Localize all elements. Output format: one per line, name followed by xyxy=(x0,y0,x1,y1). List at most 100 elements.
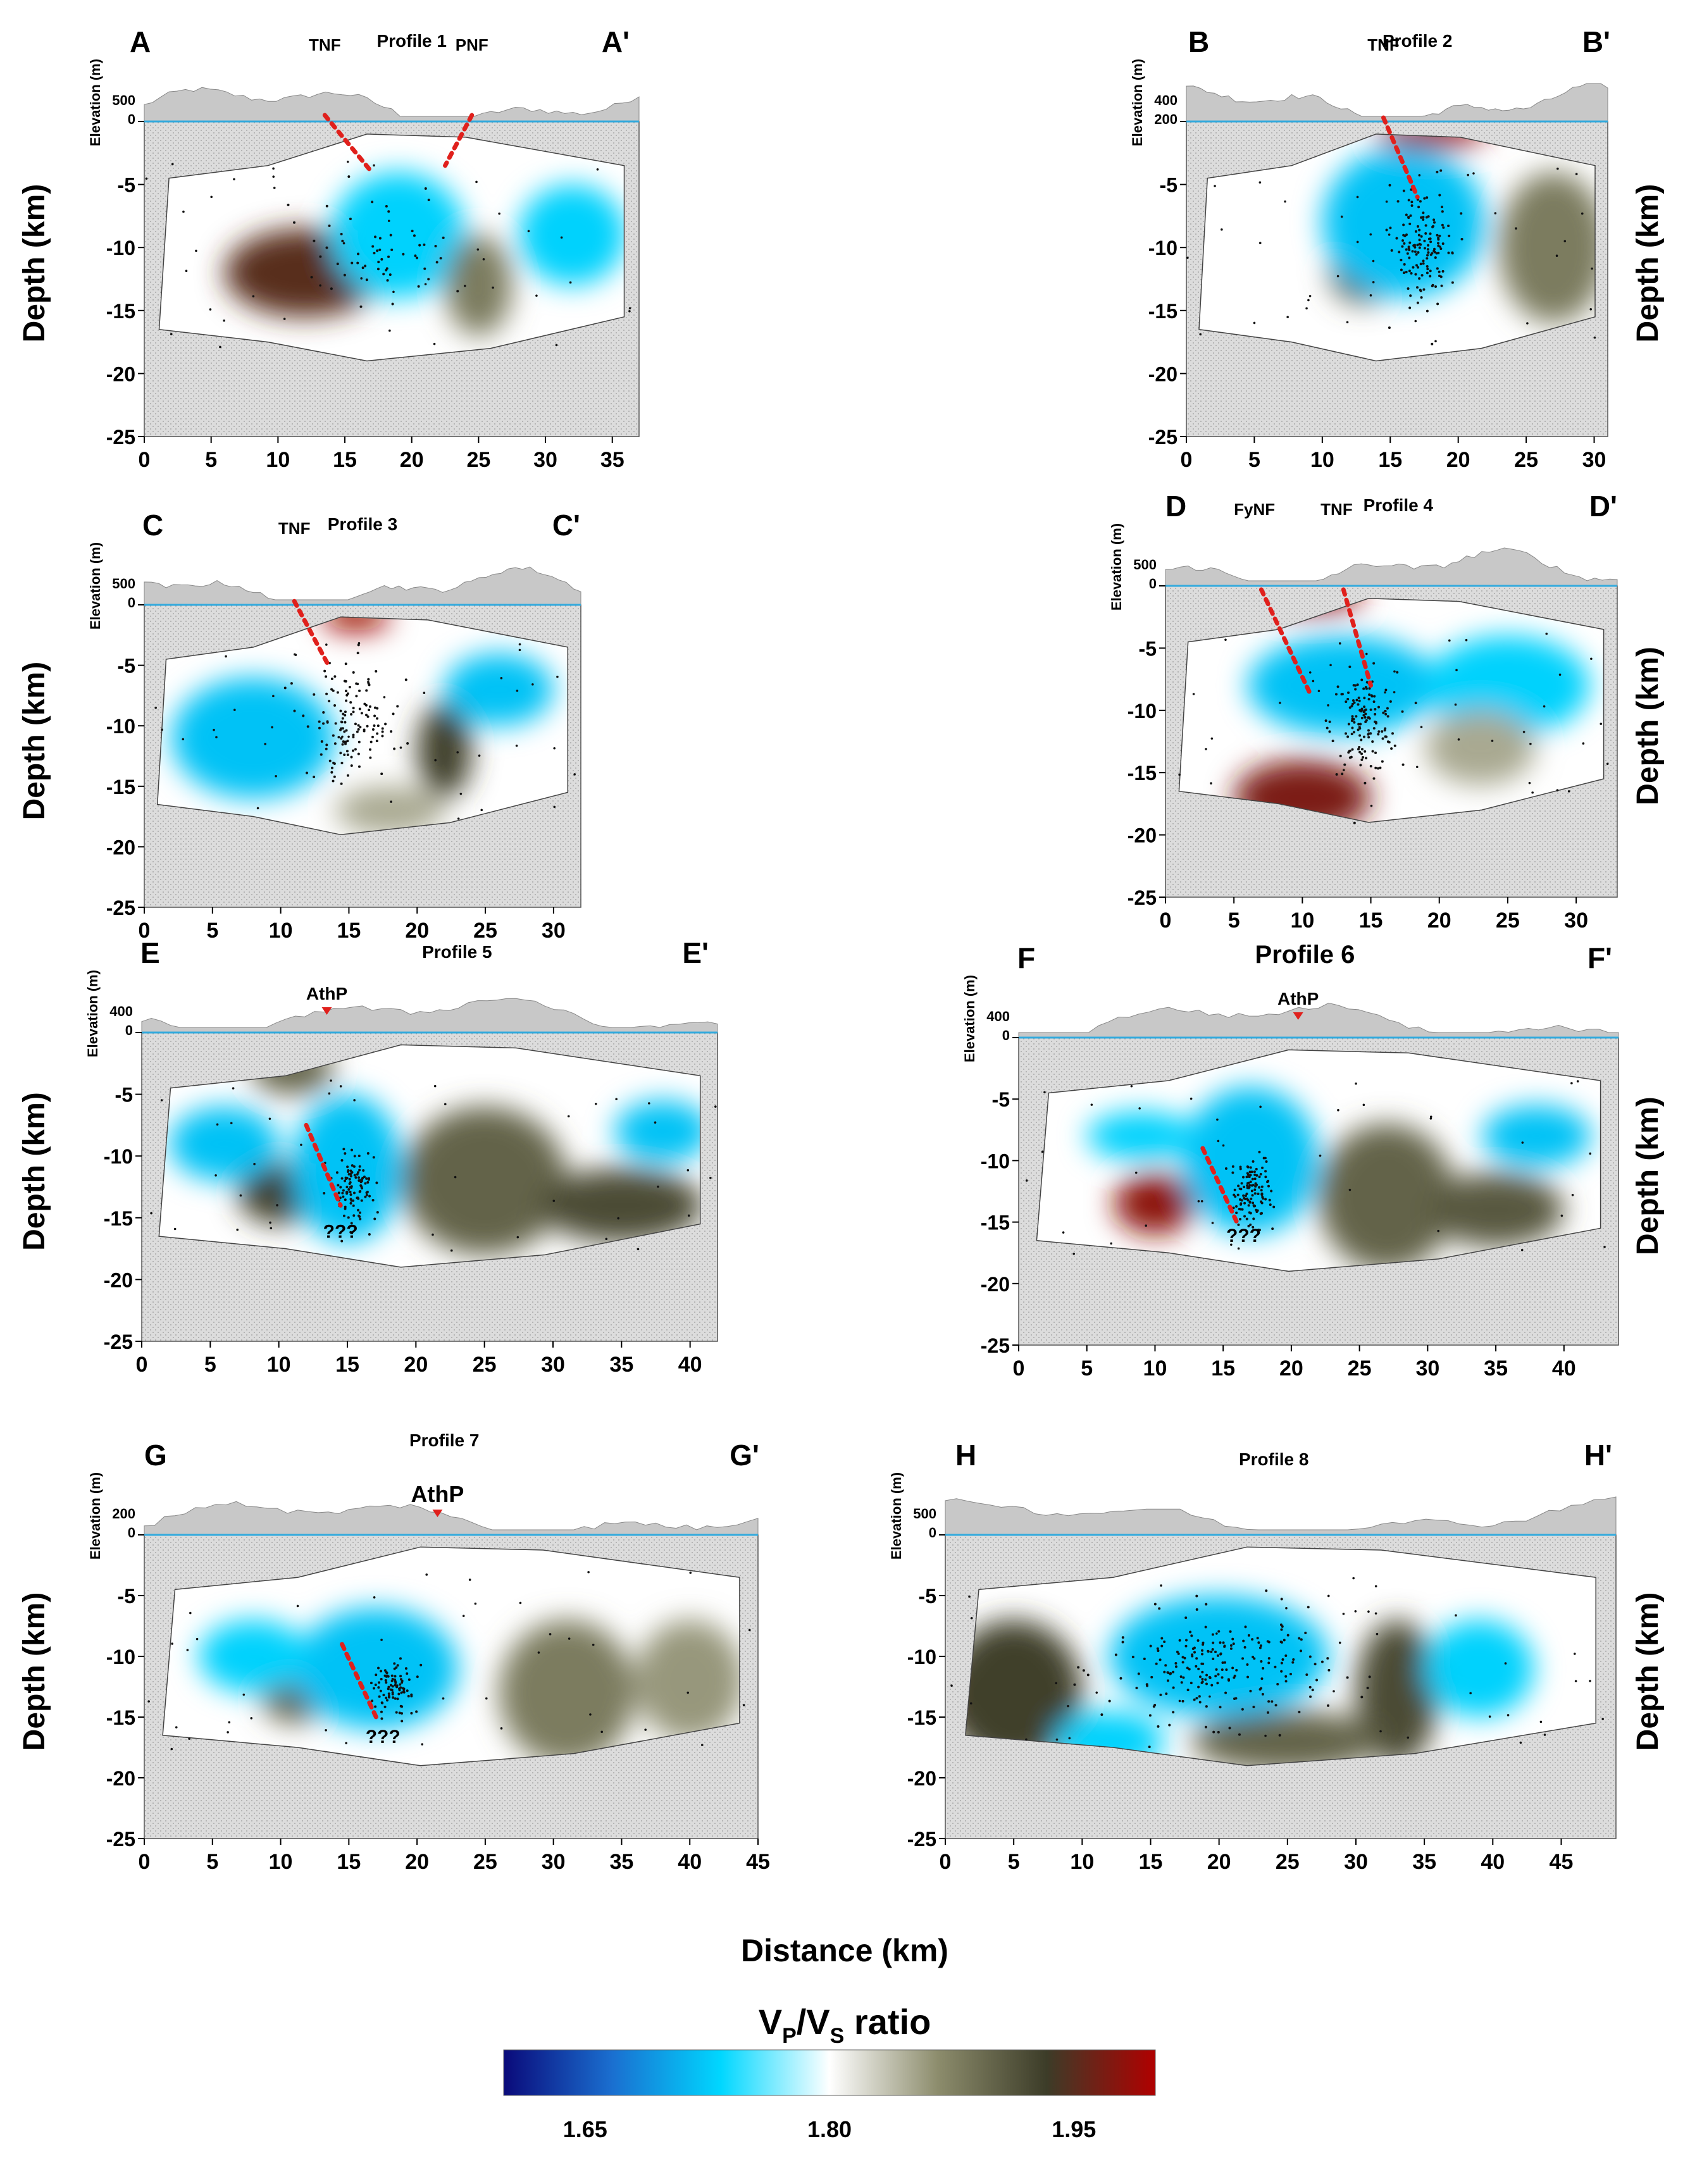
y-tick-label: -10 xyxy=(981,1150,1010,1172)
earthquake-dot xyxy=(1429,270,1432,273)
earthquake-dot xyxy=(1388,326,1391,330)
earthquake-dot xyxy=(1204,1625,1207,1629)
earthquake-dot xyxy=(363,1176,366,1179)
x-tick-label: 20 xyxy=(405,1850,429,1874)
earthquake-dot xyxy=(1271,1700,1274,1703)
x-tick-label: 10 xyxy=(1143,1356,1167,1381)
earthquake-dot xyxy=(294,654,297,656)
earthquake-dot xyxy=(350,764,353,767)
earthquake-dot xyxy=(1234,1697,1238,1700)
earthquake-dot xyxy=(348,1182,351,1185)
earthquake-dot xyxy=(1367,729,1370,732)
earthquake-dot xyxy=(468,1579,471,1581)
x-tick-label: 30 xyxy=(542,919,566,943)
earthquake-dot xyxy=(968,1595,971,1598)
earthquake-dot xyxy=(325,743,328,747)
y-tick-label: -5 xyxy=(118,655,135,678)
earthquake-dot xyxy=(352,1204,355,1207)
earthquake-dot xyxy=(1224,1691,1227,1694)
earthquake-dot xyxy=(1356,195,1359,199)
earthquake-dot xyxy=(360,1179,363,1182)
vpvs-field xyxy=(159,1045,700,1267)
earthquake-dot xyxy=(1260,1189,1263,1192)
earthquake-dot xyxy=(1238,1188,1241,1190)
earthquake-dot xyxy=(1441,206,1444,209)
earthquake-dot xyxy=(1247,1224,1250,1227)
topography xyxy=(945,1496,1617,1536)
earthquake-dot xyxy=(425,1573,428,1576)
earthquake-dot xyxy=(410,1693,413,1696)
earthquake-dot xyxy=(1233,1674,1236,1677)
earthquake-dot xyxy=(516,1236,519,1239)
earthquake-dot xyxy=(1259,1105,1262,1108)
earthquake-dot xyxy=(1374,1612,1377,1615)
earthquake-dot xyxy=(1246,1184,1249,1188)
earthquake-dot xyxy=(1255,1174,1258,1177)
earthquake-dot xyxy=(313,239,316,242)
earthquake-dot xyxy=(370,740,373,743)
earthquake-dot xyxy=(1368,1675,1371,1678)
earthquake-dot xyxy=(1418,242,1421,245)
earthquake-dot xyxy=(371,1199,375,1202)
elevation-axis-title: Elevation (m) xyxy=(888,1472,904,1560)
earthquake-dot xyxy=(359,1190,362,1193)
fault-name-label: TNF xyxy=(1367,35,1400,54)
earthquake-dot xyxy=(332,761,335,764)
earthquake-dot xyxy=(1286,1634,1289,1637)
earthquake-dot xyxy=(342,1214,345,1217)
earthquake-dot xyxy=(1267,1661,1271,1665)
depth-axis-title: Depth (km) xyxy=(1631,1096,1665,1255)
earthquake-dot xyxy=(1236,1193,1240,1196)
earthquake-dot xyxy=(345,1186,349,1189)
elev-tick-label: 400 xyxy=(986,1008,1010,1024)
earthquake-dot xyxy=(348,1177,351,1181)
earthquake-dot xyxy=(1460,212,1463,215)
earthquake-dot xyxy=(553,747,556,750)
earthquake-dot xyxy=(628,310,631,313)
earthquake-dot xyxy=(377,1686,380,1689)
earthquake-dot xyxy=(1343,769,1345,771)
earthquake-dot xyxy=(1268,1198,1271,1201)
earthquake-dot xyxy=(1416,301,1419,304)
y-tick-label: -10 xyxy=(1148,237,1177,259)
earthquake-dot xyxy=(1390,249,1393,252)
earthquake-dot xyxy=(1121,1636,1124,1639)
earthquake-dot xyxy=(359,305,363,308)
resolution-outline xyxy=(964,1546,1596,1766)
x-tick-label: 20 xyxy=(400,448,424,472)
earthquake-dot xyxy=(1412,244,1415,247)
panel-p5: 0 5 10 15 20 25 30 35 40 -5 -10 -15 -20 -25 400 0 Elevat… xyxy=(18,936,718,1377)
fault-name-label: PNF xyxy=(456,35,488,54)
earthquake-dot xyxy=(1195,1608,1198,1611)
earthquake-dot xyxy=(395,1684,399,1687)
earthquake-dot xyxy=(325,675,328,678)
earthquake-dot xyxy=(300,1143,302,1146)
earthquake-dot xyxy=(1267,1700,1271,1703)
resolution-outline xyxy=(158,133,625,362)
earthquake-dot xyxy=(1426,265,1429,268)
earthquake-dot xyxy=(406,1689,409,1692)
earthquake-dot xyxy=(1212,1641,1215,1644)
earthquake-dot xyxy=(1229,1644,1233,1647)
earthquake-dot xyxy=(390,1689,394,1692)
earthquake-dot xyxy=(1256,1637,1259,1640)
earthquake-dot xyxy=(1205,1673,1208,1677)
earthquake-dot xyxy=(1073,1683,1076,1686)
earthquake-dot xyxy=(1212,1730,1215,1734)
colorbar-tick-label: 1.65 xyxy=(563,2116,607,2142)
earthquake-dot xyxy=(1257,1641,1260,1644)
earthquake-dot xyxy=(1606,762,1609,766)
earthquake-dot xyxy=(1067,1704,1069,1708)
earthquake-dot xyxy=(1372,281,1375,283)
earthquake-dot xyxy=(1567,790,1570,793)
earthquake-dot xyxy=(1255,1208,1257,1212)
y-tick-label: -15 xyxy=(1148,300,1177,323)
earthquake-dot xyxy=(1208,1695,1211,1698)
earthquake-dot xyxy=(345,693,349,697)
earthquake-dot xyxy=(1350,705,1353,708)
earthquake-dot xyxy=(353,1099,356,1101)
earthquake-dot xyxy=(459,792,463,795)
earthquake-dot xyxy=(1234,1195,1237,1198)
earthquake-dot xyxy=(391,1691,394,1694)
earthquake-dot xyxy=(1257,1228,1260,1231)
